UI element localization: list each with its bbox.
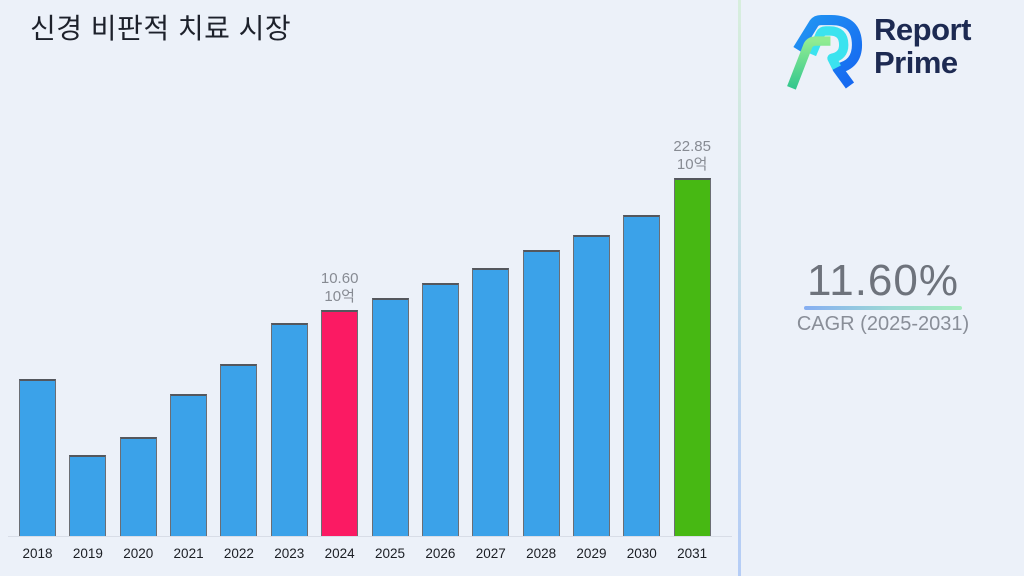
logo-text-line2: Prime xyxy=(874,45,958,80)
axis-label-2019: 2019 xyxy=(72,546,103,561)
bar-2024 xyxy=(321,310,359,536)
bar-2023 xyxy=(270,323,308,536)
chart-baseline xyxy=(8,536,732,537)
axis-label-2028: 2028 xyxy=(526,546,557,561)
bar-2027 xyxy=(472,268,510,536)
bar-2028 xyxy=(522,250,560,536)
page-title: 신경 비판적 치료 시장 xyxy=(30,13,292,44)
bar-2031 xyxy=(673,178,711,536)
bar-2020 xyxy=(119,437,157,536)
bar-2018 xyxy=(19,379,56,536)
axis-label-2021: 2021 xyxy=(173,546,204,561)
bar-2021 xyxy=(170,394,208,536)
bar-value-label-2024: 10.60 10억 xyxy=(320,270,359,305)
report-prime-logo-text: Report Prime xyxy=(874,13,971,79)
axis-label-2024: 2024 xyxy=(324,546,355,561)
cagr-label: CAGR (2025-2031) xyxy=(796,313,970,335)
axis-label-2026: 2026 xyxy=(425,546,456,561)
bar-2026 xyxy=(421,283,459,536)
report-prime-logo-icon xyxy=(787,14,863,90)
cagr-gradient-divider xyxy=(804,306,962,310)
bar-2030 xyxy=(623,215,661,536)
bar-chart: 2018 2019 2020 2021 2022 2023 2024 10.60 10억 2025… xyxy=(8,138,732,561)
bar-2029 xyxy=(572,235,610,536)
cagr-value: 11.60% xyxy=(807,256,959,305)
axis-label-2029: 2029 xyxy=(576,546,607,561)
axis-label-2023: 2023 xyxy=(274,546,305,561)
report-prime-logo: Report Prime xyxy=(786,10,1006,96)
bar-value-label-2031: 22.85 10억 xyxy=(673,138,711,173)
axis-label-2031: 2031 xyxy=(677,546,708,561)
logo-text-line1: Report xyxy=(874,12,971,47)
axis-label-2020: 2020 xyxy=(123,546,154,561)
bar-2022 xyxy=(220,364,258,536)
axis-label-2025: 2025 xyxy=(374,546,406,561)
axis-label-2030: 2030 xyxy=(626,546,657,561)
axis-label-2018: 2018 xyxy=(22,546,53,561)
bar-2025 xyxy=(371,298,409,536)
bar-2019 xyxy=(69,455,107,536)
vertical-divider xyxy=(738,0,741,576)
axis-label-2027: 2027 xyxy=(475,546,506,561)
axis-label-2022: 2022 xyxy=(223,546,254,561)
